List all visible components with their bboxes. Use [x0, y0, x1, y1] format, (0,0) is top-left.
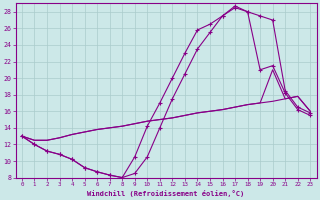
- X-axis label: Windchill (Refroidissement éolien,°C): Windchill (Refroidissement éolien,°C): [87, 190, 245, 197]
